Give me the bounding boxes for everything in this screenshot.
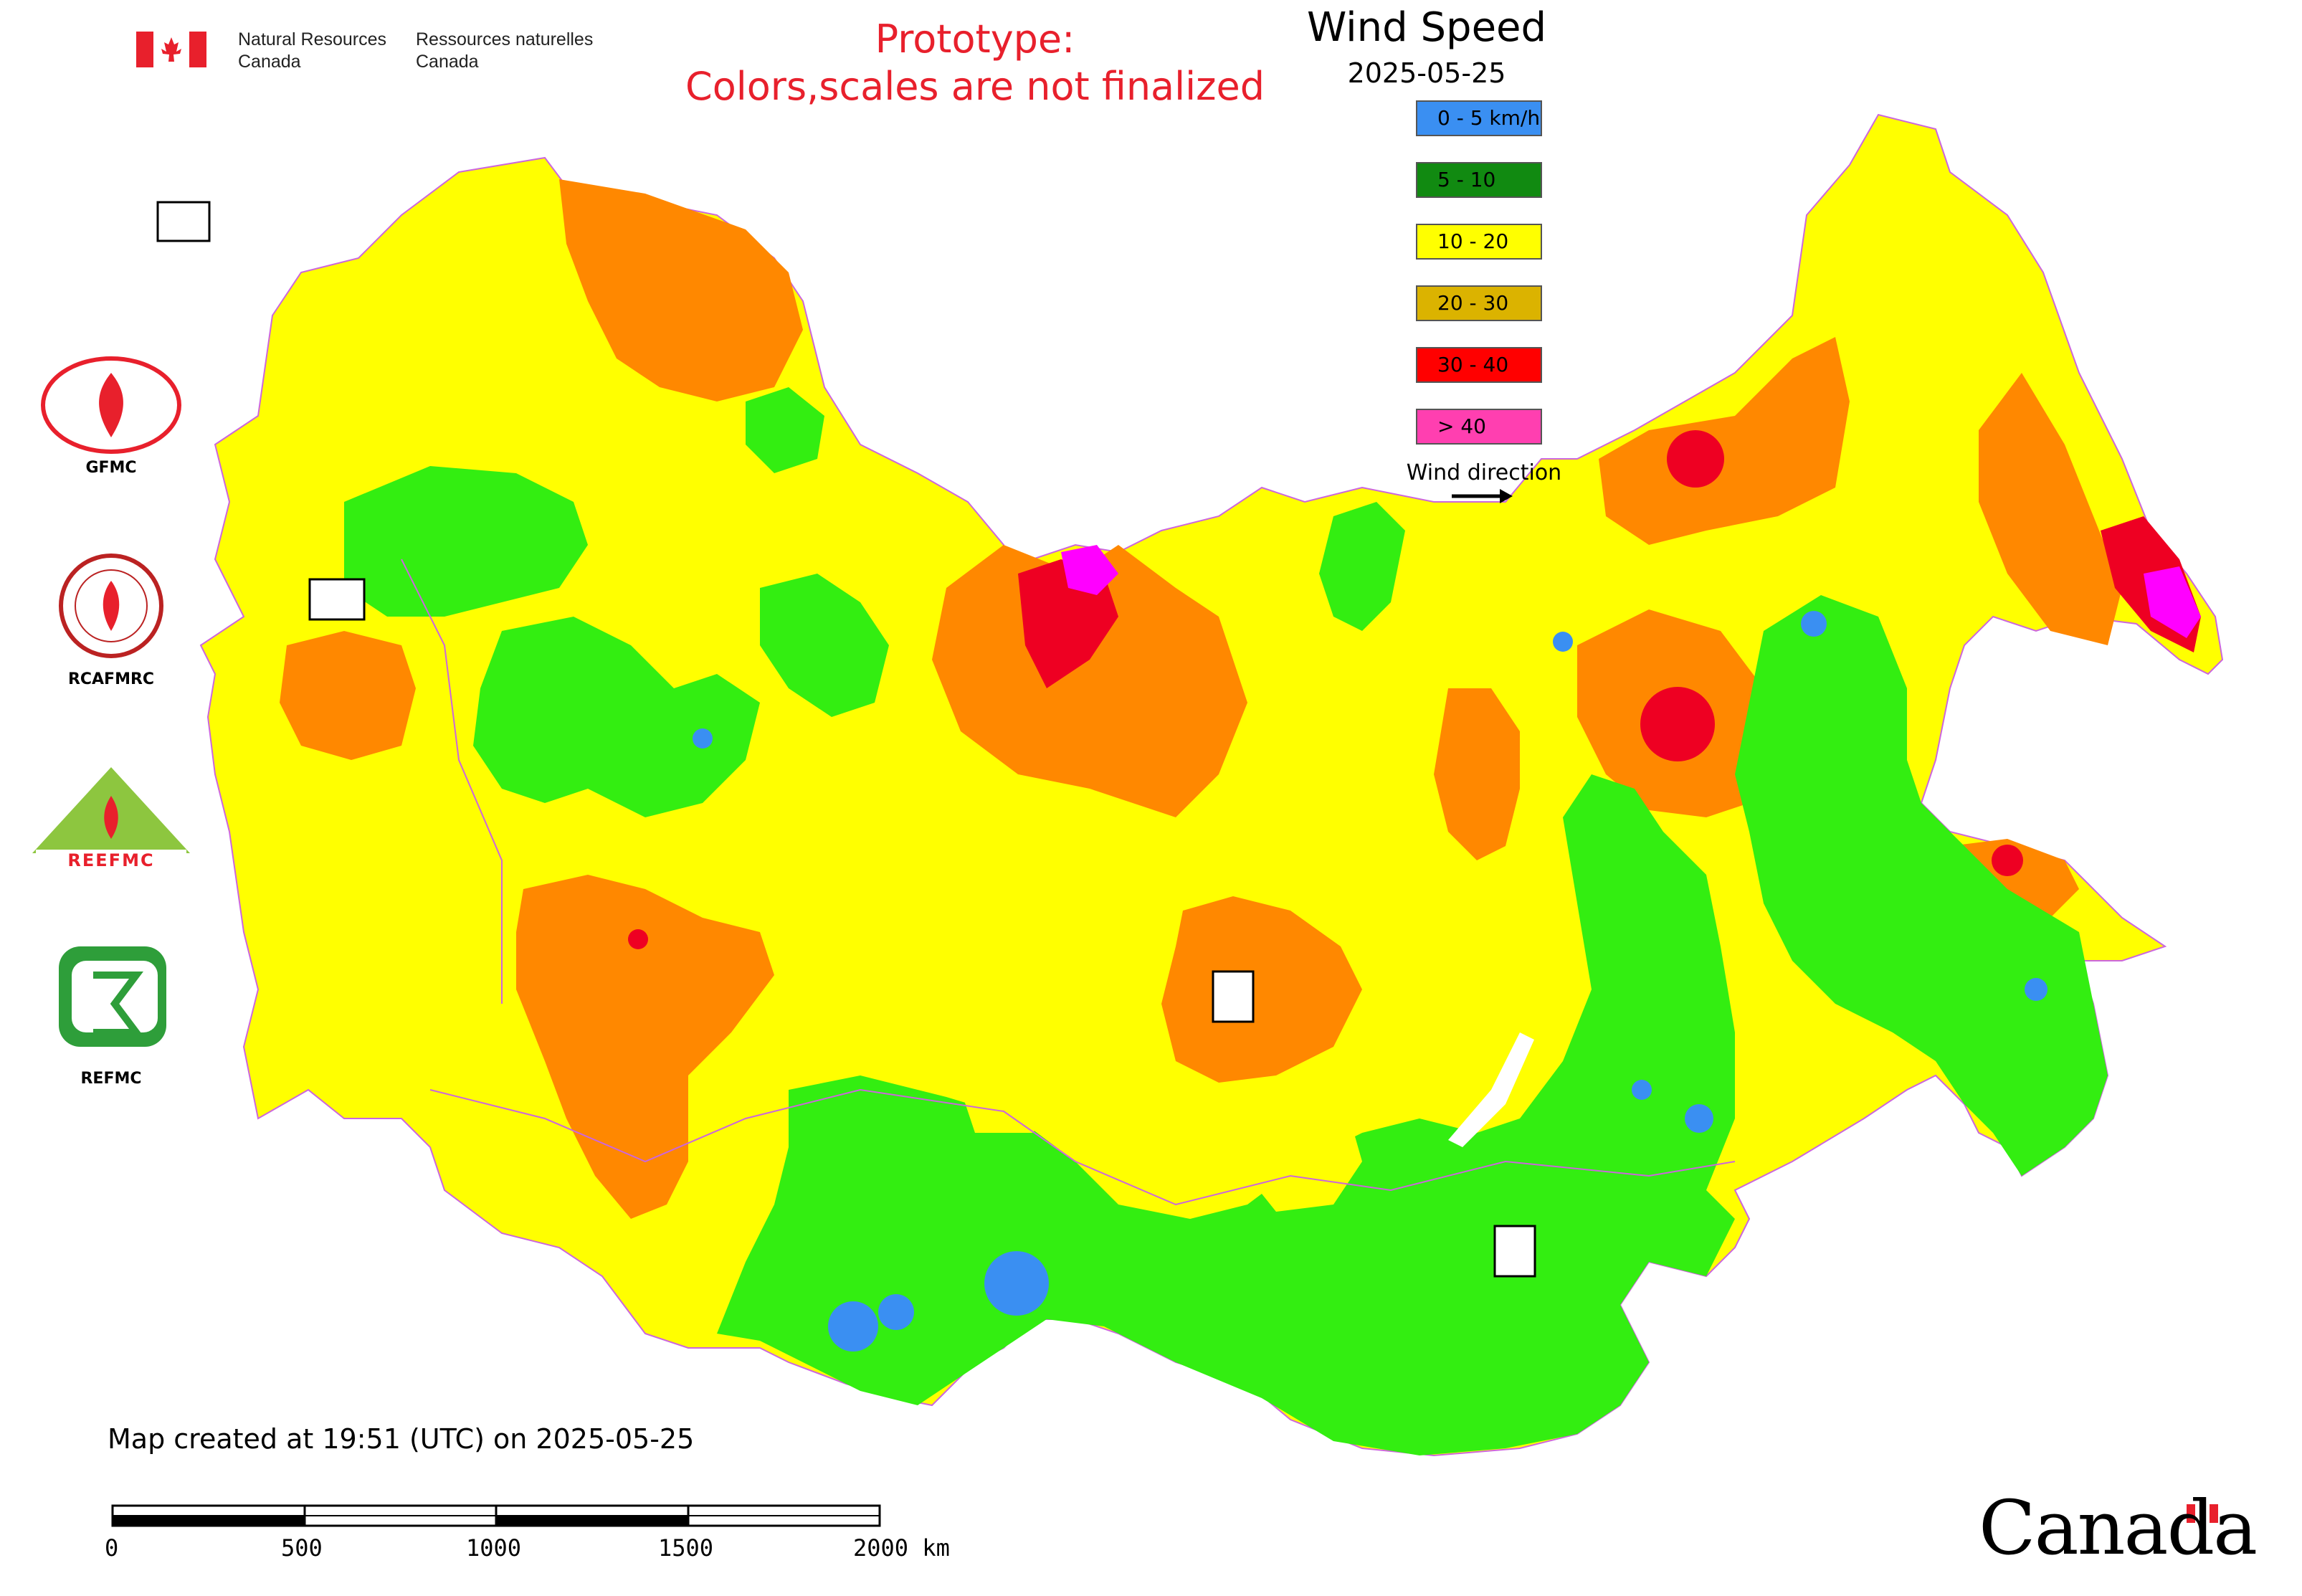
map-created-timestamp: Map created at 19:51 (UTC) on 2025-05-25 [108,1423,695,1455]
gfmc-label: GFMC [85,459,137,477]
wind-direction-label: Wind direction [1406,460,1562,485]
wind-direction-arrow-icon [1452,489,1513,503]
legend-class-fresh: 20 - 30 [1416,285,1542,321]
scale-label-1000: 1000 [466,1534,522,1562]
reefmc-label: REEFMC [67,850,155,870]
zone-calm-2 [828,1301,878,1352]
gfmc-logo [41,356,181,454]
prototype-notice-line1: Prototype: [875,16,1075,62]
zone-fresh-siberia [1161,896,1362,1083]
scale-label-0: 0 [105,1534,119,1562]
legend-class-moderate: 10 - 20 [1416,224,1542,260]
zone-calm-5 [1801,611,1827,637]
scale-bar [111,1504,881,1527]
zone-fresh-chukotka [1599,337,1850,545]
zone-calm-7 [693,728,713,749]
scale-label-500: 500 [281,1534,323,1562]
zone-calm-3 [878,1294,914,1330]
rcafmrc-label: RCAFMRC [67,670,155,688]
refmc-logo [59,946,166,1047]
scale-label-2000: 2000 km [853,1534,950,1562]
prototype-notice-line2: Colors,scales are not finalized [685,64,1265,109]
rcafmrc-logo [59,554,163,658]
zone-light-novaya [746,387,824,473]
rcafmrc-marker [1493,1225,1536,1278]
zone-calm-4 [1685,1104,1713,1133]
legend-class-calm: 0 - 5 km/h [1416,100,1542,136]
scale-label-1500: 1500 [658,1534,714,1562]
zone-light-west-sib [760,574,889,717]
zone-light-kazakh [717,774,1735,1455]
zone-strong-yakutia [1640,687,1715,761]
zone-moderate-baikal-south [1247,1097,1362,1212]
gfmc-marker [156,201,211,242]
border-line-west [401,559,503,1004]
reefmc-marker [308,578,366,621]
zone-strong-chukotka [1667,430,1724,488]
zone-strong-volga [628,929,648,949]
zone-extreme-kamchatka [2144,566,2201,638]
zone-light-far-east [1735,595,2108,1176]
legend-class-extreme: > 40 [1416,409,1542,445]
refmc-label: REFMC [80,1070,142,1088]
legend-date: 2025-05-25 [1347,57,1506,89]
zone-fresh-belarus [280,631,416,760]
zone-calm-1 [984,1251,1049,1316]
zone-fresh-kamchatka [1979,373,2122,645]
zone-calm-8 [2025,978,2047,1001]
reefmc-logo [32,767,190,868]
prototype-notice: Prototype: Colors,scales are not finaliz… [617,16,1333,110]
border-line-south [429,1088,1736,1206]
zone-strong-sakhalin [1992,845,2023,876]
department-name-en: Natural Resources Canada [238,29,387,72]
canada-wordmark-flag-icon [2187,1504,2218,1523]
canada-flag-icon [136,32,206,67]
zone-light-central [473,617,760,817]
legend-class-strong: 30 - 40 [1416,347,1542,383]
legend-class-light: 5 - 10 [1416,162,1542,198]
zone-calm-6 [1553,632,1573,652]
department-name-fr: Ressources naturelles Canada [416,29,594,72]
zone-fresh-yamal [932,545,1247,817]
lake-baikal [1448,1032,1534,1147]
zone-light-taimyr [1319,502,1405,631]
legend-title: Wind Speed [1306,4,1547,51]
refmc-marker [1212,970,1255,1023]
zone-moderate-kazakh-north [961,1075,1061,1133]
zone-light-baltic [344,466,588,617]
zone-fresh-volga [516,875,774,1219]
zone-fresh-east [1434,688,1520,860]
zone-extreme-yamal [1061,545,1118,595]
canada-wordmark: Canada [1979,1484,2258,1572]
zone-fresh-kola [559,179,803,402]
zone-calm-9 [1632,1080,1652,1100]
